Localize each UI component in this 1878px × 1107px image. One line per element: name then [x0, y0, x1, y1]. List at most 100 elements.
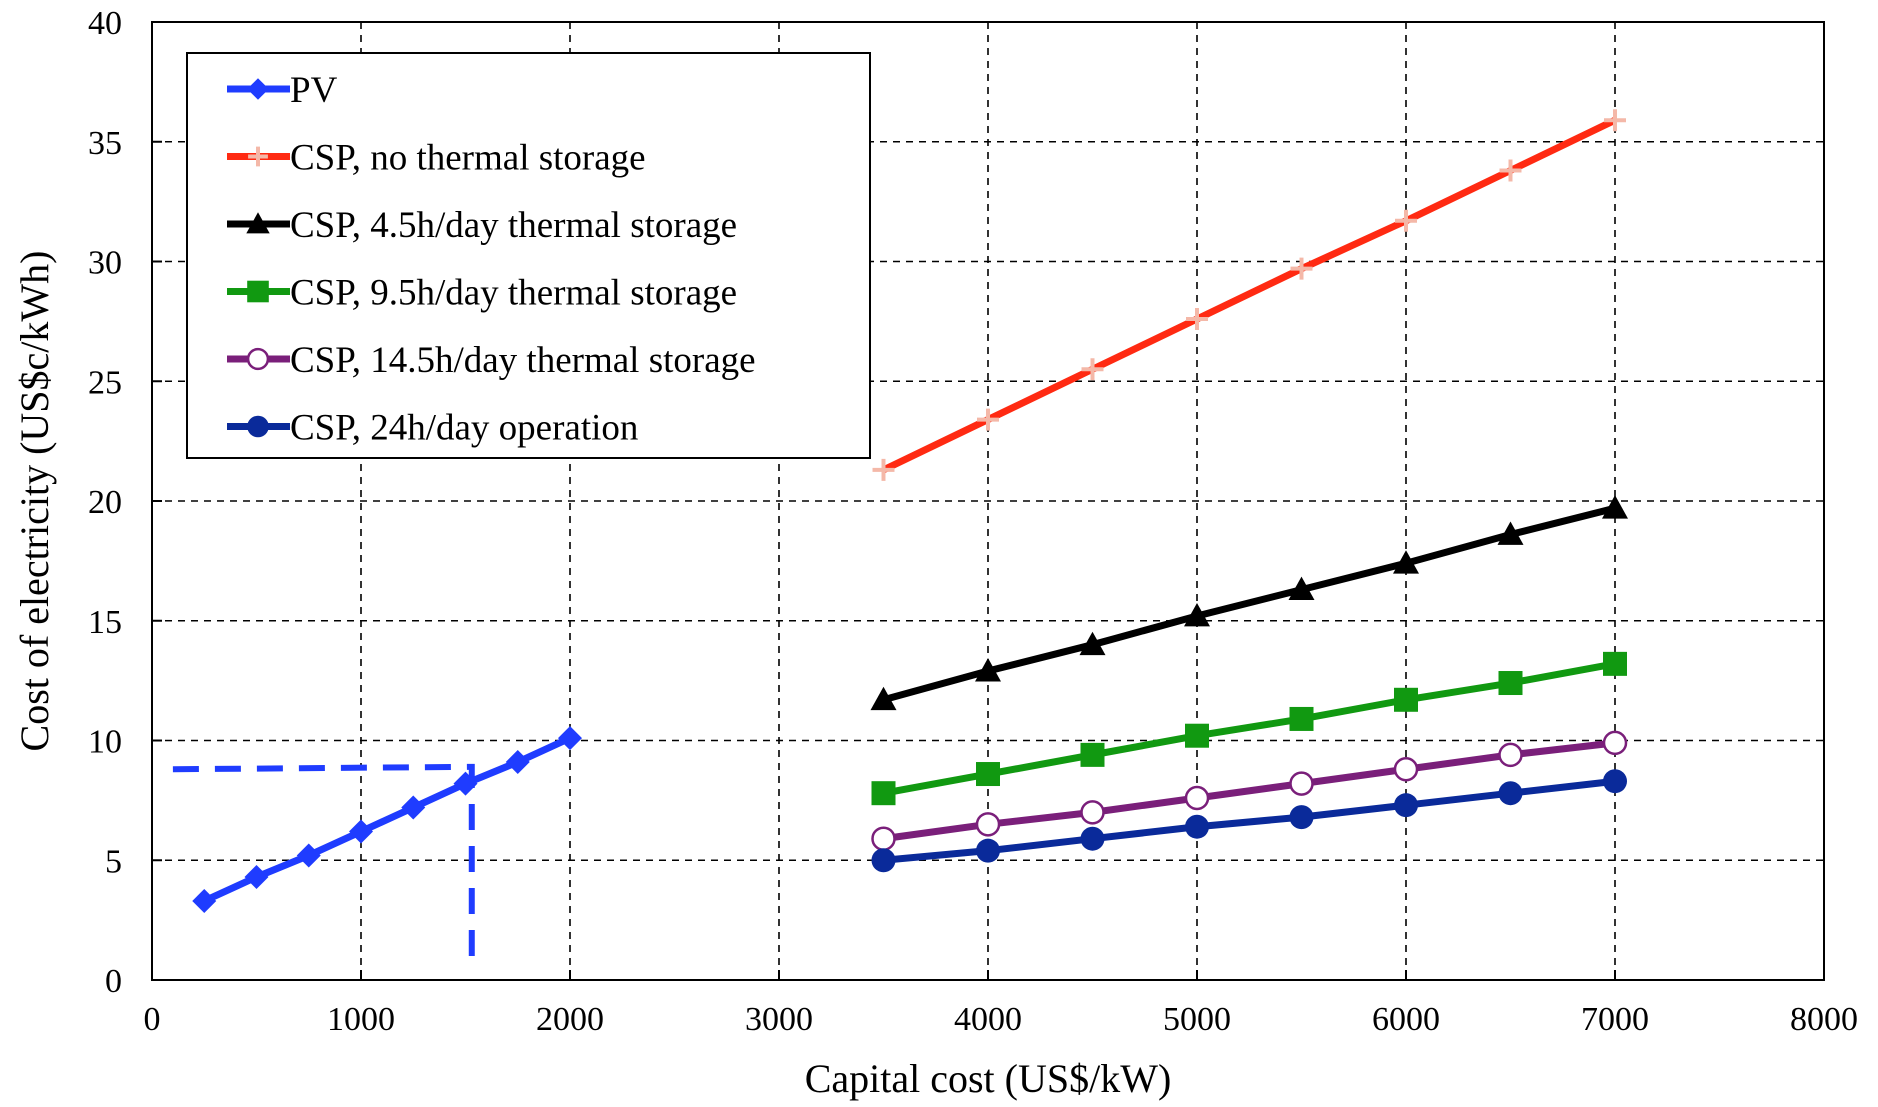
data-point [871, 781, 896, 806]
data-point [1602, 730, 1628, 756]
data-point [1080, 742, 1105, 767]
legend-item: CSP, no thermal storage [227, 138, 646, 179]
series-6 [871, 769, 1627, 873]
x-tick-label: 2000 [536, 1001, 604, 1038]
series-line [881, 117, 1617, 474]
data-point [453, 771, 478, 796]
data-point [1081, 358, 1104, 381]
legend-marker [247, 280, 269, 303]
data-point [1602, 495, 1628, 519]
legend-item: CSP, 4.5h/day thermal storage [227, 205, 737, 246]
data-point [975, 812, 1001, 837]
legend-label: CSP, no thermal storage [290, 138, 646, 179]
data-point [976, 838, 1000, 863]
legend-box [186, 52, 871, 459]
data-point [976, 762, 1000, 787]
data-point [1394, 687, 1418, 712]
data-point [1184, 785, 1210, 811]
y-tick-label: 5 [105, 843, 122, 880]
x-tick-label: 4000 [954, 1001, 1022, 1038]
data-point [1289, 706, 1314, 731]
y-tick-label: 35 [88, 125, 122, 162]
legend-item: CSP, 14.5h/day thermal storage [227, 340, 756, 381]
y-axis-title: Cost of electricity (US$c/kWh) [12, 251, 57, 752]
data-point [1289, 805, 1314, 830]
y-tick-label: 20 [88, 484, 122, 521]
y-tick-label: 10 [88, 724, 122, 761]
series-4 [871, 651, 1627, 806]
x-tick-label: 0 [144, 1001, 161, 1038]
x-tick-label: 8000 [1790, 1001, 1858, 1038]
y-tick-label: 15 [88, 604, 122, 641]
series-2 [872, 109, 1626, 481]
data-point [872, 458, 895, 481]
y-tick-label: 25 [88, 364, 122, 401]
legend-label: CSP, 14.5h/day thermal storage [290, 340, 756, 381]
series-line [882, 504, 1616, 704]
data-point [1393, 756, 1419, 782]
data-point [1079, 631, 1106, 656]
data-point [1289, 771, 1314, 796]
data-point [1080, 800, 1105, 825]
data-point [1288, 576, 1315, 601]
data-point [1603, 651, 1627, 676]
series-line [883, 777, 1616, 864]
data-point [1603, 769, 1627, 794]
data-point [977, 408, 999, 431]
x-tick-label: 1000 [327, 1001, 395, 1038]
dashed-guide-line [172, 763, 475, 964]
data-point [975, 658, 1001, 682]
legend-label: CSP, 9.5h/day thermal storage [290, 273, 737, 314]
data-point [1290, 257, 1313, 280]
legend-marker [248, 146, 268, 167]
x-tick-label: 7000 [1581, 1001, 1649, 1038]
series-1 [192, 726, 582, 913]
x-tick-label: 5000 [1163, 1001, 1231, 1038]
y-tick-label: 30 [88, 245, 122, 282]
data-point [296, 843, 321, 868]
data-point [1184, 602, 1210, 627]
series-3 [870, 495, 1628, 711]
legend-label: PV [290, 70, 338, 111]
series-layer [192, 109, 1628, 913]
data-point [192, 888, 217, 913]
data-point [1393, 550, 1419, 574]
legend: PV CSP, no thermal storage CSP, 4.5h/day t… [186, 52, 871, 459]
data-point [1604, 109, 1626, 132]
data-point [1185, 723, 1209, 748]
legend-marker [247, 78, 269, 100]
series-line [202, 734, 572, 905]
data-point [349, 819, 373, 844]
tick-labels: 0 1000 2000 3000 4000 5000 6000 7000 8000 0 5 10 15 2… [88, 5, 1858, 1038]
legend-label: CSP, 4.5h/day thermal storage [290, 205, 737, 246]
data-point [1499, 159, 1522, 182]
y-tick-label: 40 [88, 5, 122, 42]
data-point [1498, 742, 1523, 768]
legend-item: CSP, 24h/day operation [227, 408, 638, 449]
data-point [401, 795, 426, 820]
x-tick-label: 6000 [1372, 1001, 1440, 1038]
series-5 [871, 730, 1628, 851]
data-point [558, 726, 582, 751]
legend-item: CSP, 9.5h/day thermal storage [227, 273, 737, 314]
data-point [1395, 209, 1417, 232]
data-point [1080, 826, 1105, 851]
data-point [505, 750, 530, 775]
axes [151, 21, 1825, 981]
legend-label: CSP, 24h/day operation [290, 408, 638, 449]
data-point [1497, 521, 1524, 545]
series-line [882, 660, 1616, 797]
data-point [1185, 814, 1209, 839]
data-point [870, 686, 897, 711]
legend-marker [246, 212, 270, 234]
data-point [1186, 307, 1208, 330]
x-axis-title: Capital cost (US$/kW) [805, 1056, 1172, 1101]
data-point [1498, 671, 1523, 696]
annotation-guides [172, 763, 475, 964]
data-point [1394, 793, 1418, 818]
data-point [1498, 781, 1523, 806]
data-point [871, 848, 896, 873]
legend-marker [246, 347, 270, 371]
